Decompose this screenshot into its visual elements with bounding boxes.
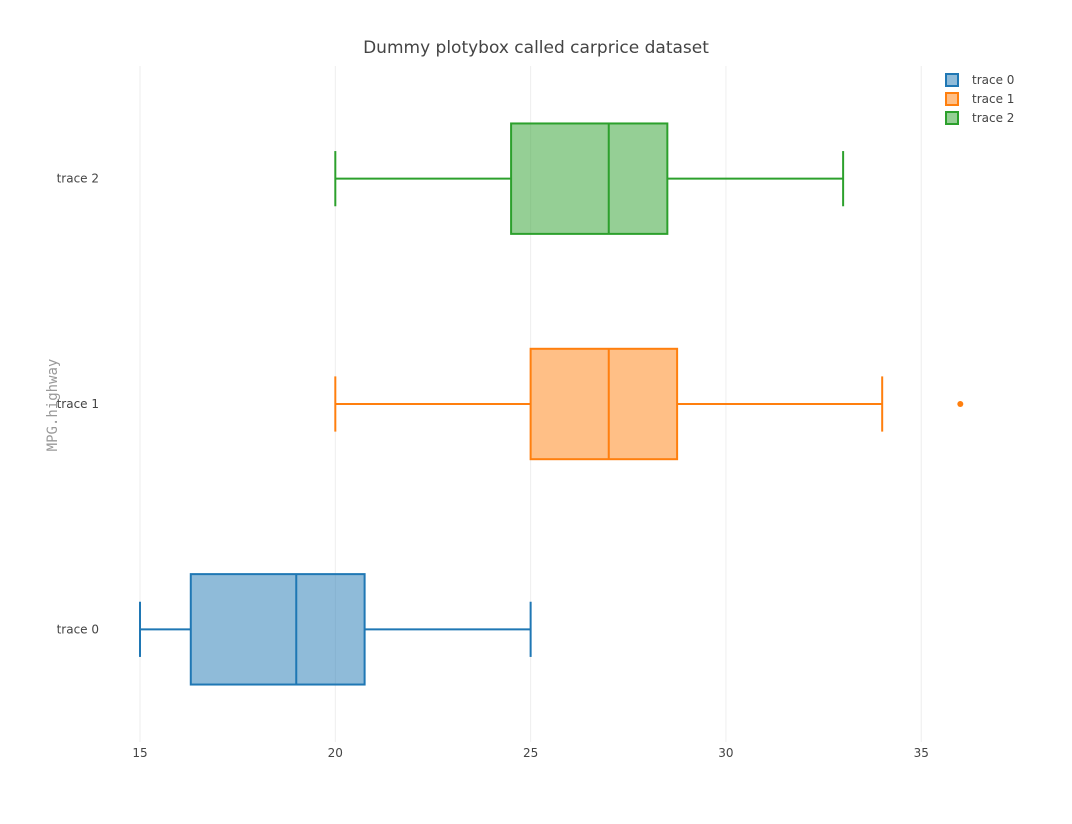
x-tick-label-30: 30 (718, 746, 733, 760)
y-axis-ticks: trace 0 trace 1 trace 2 (57, 172, 99, 637)
y-tick-label-trace-2: trace 2 (57, 172, 99, 186)
legend[interactable]: trace 0 trace 1 trace 2 (945, 73, 1014, 125)
iqr-box (510, 122, 669, 235)
legend-swatch (945, 73, 959, 87)
box-trace-2[interactable] (334, 122, 845, 235)
outlier-point-0[interactable] (957, 401, 964, 407)
x-tick-label-35: 35 (914, 746, 929, 760)
legend-swatch (945, 92, 959, 106)
y-tick-label-trace-1: trace 1 (57, 397, 99, 411)
y-axis-label: MPG.highway (45, 359, 61, 452)
box-traces (139, 122, 964, 686)
legend-item-trace-2[interactable]: trace 2 (945, 111, 1014, 125)
x-axis-ticks: 15 20 25 30 35 (132, 746, 929, 760)
x-tick-label-20: 20 (328, 746, 343, 760)
iqr-box (189, 573, 366, 686)
box-trace-1[interactable] (334, 347, 964, 461)
legend-swatch (945, 111, 959, 125)
legend-item-trace-1[interactable]: trace 1 (945, 92, 1014, 106)
legend-label: trace 2 (972, 111, 1014, 125)
x-tick-label-25: 25 (523, 746, 538, 760)
legend-label: trace 1 (972, 92, 1014, 106)
box-trace-0[interactable] (139, 573, 532, 686)
legend-item-trace-0[interactable]: trace 0 (945, 73, 1014, 87)
x-tick-label-15: 15 (132, 746, 147, 760)
iqr-box (529, 347, 679, 461)
chart-title: Dummy plotybox called carprice dataset (363, 38, 709, 58)
legend-label: trace 0 (972, 73, 1014, 87)
y-tick-label-trace-0: trace 0 (57, 622, 99, 636)
